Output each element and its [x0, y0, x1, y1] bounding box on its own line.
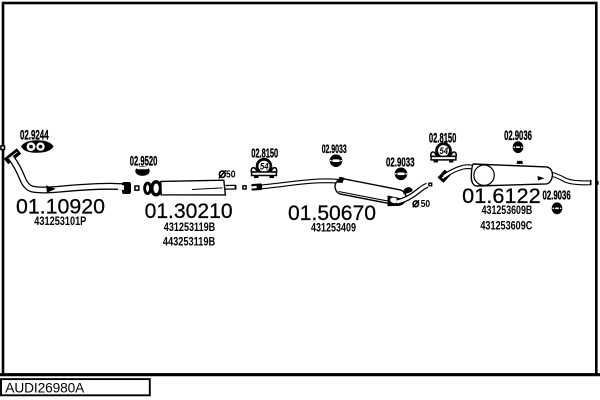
svg-text:50: 50	[226, 169, 236, 181]
svg-text:AUDI26980A: AUDI26980A	[5, 381, 85, 396]
svg-text:431253101P: 431253101P	[34, 214, 86, 228]
svg-text:431253119B: 431253119B	[164, 220, 216, 234]
svg-text:431253409: 431253409	[311, 221, 356, 235]
svg-text:01.50670: 01.50670	[288, 201, 376, 225]
svg-text:443253119B: 443253119B	[163, 235, 216, 249]
svg-text:431253609B: 431253609B	[482, 203, 533, 217]
svg-text:01.6122: 01.6122	[462, 184, 541, 208]
svg-text:02.8150: 02.8150	[429, 130, 457, 145]
svg-text:02.8150: 02.8150	[251, 145, 278, 160]
svg-text:02.9033: 02.9033	[386, 154, 415, 169]
svg-text:02.9520: 02.9520	[130, 153, 158, 168]
svg-text:431253609C: 431253609C	[480, 219, 532, 233]
svg-text:50: 50	[421, 199, 431, 210]
svg-text:01.30210: 01.30210	[145, 199, 233, 223]
svg-text:02.9036: 02.9036	[504, 128, 532, 143]
svg-text:01.10920: 01.10920	[16, 195, 105, 219]
svg-text:02.9036: 02.9036	[543, 188, 571, 203]
svg-text:02.9033: 02.9033	[322, 142, 347, 156]
svg-text:02.9244: 02.9244	[20, 127, 49, 142]
